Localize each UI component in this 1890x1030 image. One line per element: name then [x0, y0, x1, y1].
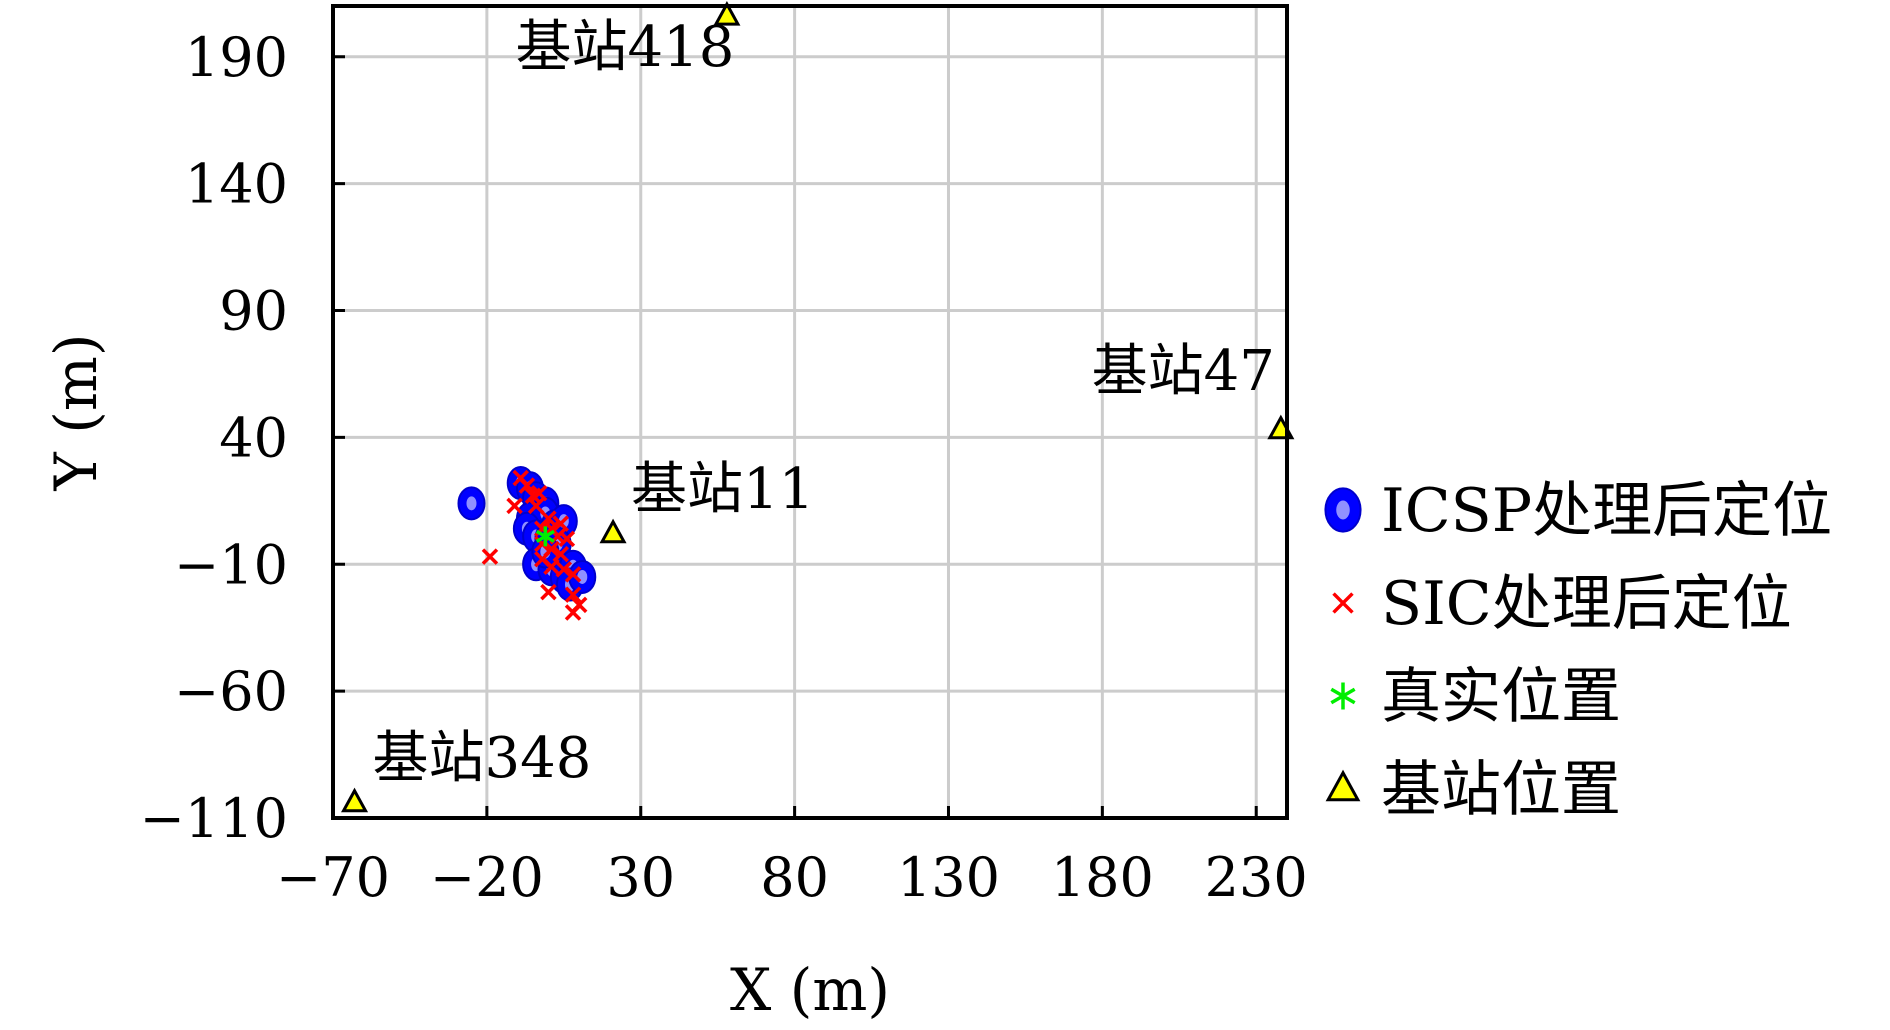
point-x: [540, 583, 557, 601]
point-x-stroke-b: [518, 477, 536, 494]
point-x: [518, 477, 536, 494]
y-tick-label: −60: [174, 660, 288, 723]
base-station-label: 基站11: [631, 457, 814, 522]
x-tick-label: 130: [897, 846, 1000, 909]
point-x: [564, 566, 582, 583]
point-x: [481, 548, 499, 565]
point-x-stroke-b: [530, 484, 548, 502]
point-x: [527, 497, 545, 515]
x-tick-label: 30: [606, 846, 675, 909]
point-x-stroke-b: [540, 583, 557, 601]
point-ellipse: [457, 486, 486, 521]
point-x-stroke-b: [555, 561, 573, 578]
base-station-label: 基站348: [373, 726, 592, 791]
plot-frame: [331, 4, 1289, 820]
point-x-stroke-b: [564, 566, 582, 583]
point-x-stroke-b: [552, 515, 569, 532]
point-x: [552, 515, 569, 532]
point-x: [552, 545, 569, 563]
point-x: [530, 484, 548, 502]
y-tick-label: 190: [185, 26, 288, 89]
x-tick-label: −20: [430, 846, 544, 909]
point-asterisk: [535, 526, 555, 547]
y-tick-label: 140: [185, 153, 288, 216]
y-tick-label: −110: [140, 787, 288, 850]
point-x-stroke-b: [481, 548, 499, 565]
legend-marker-x: [1332, 592, 1354, 614]
point-asterisk-spoke: [535, 529, 555, 543]
point-x: [564, 586, 582, 603]
legend-label: SIC处理后定位: [1381, 569, 1792, 639]
point-x-stroke-b: [506, 497, 523, 515]
legend-marker-x-stroke-b: [1332, 592, 1354, 614]
y-tick-label: 40: [219, 406, 288, 469]
point-x-stroke-b: [534, 550, 551, 568]
legend-label: 真实位置: [1381, 662, 1621, 732]
point-x-stroke-b: [552, 545, 569, 563]
point-x: [506, 497, 523, 515]
x-tick-label: 80: [760, 846, 829, 909]
point-triangle: [599, 518, 627, 544]
point-x-stroke-b: [543, 558, 560, 576]
point-x: [555, 561, 573, 578]
annotation-layer: 基站348 基站11 基站418 基站47: [373, 15, 1275, 791]
x-tick-label: 230: [1205, 846, 1308, 909]
legend-label: 基站位置: [1381, 755, 1621, 825]
tick-layer: −70 −20 30 80 130 180 230 −110 −60 −10 40 90 140 190: [140, 26, 1308, 909]
point-x: [543, 558, 560, 576]
point-x-stroke-b: [564, 586, 582, 603]
y-axis-title: Y (m): [42, 334, 110, 492]
point-x: [558, 530, 576, 548]
grid: [331, 6, 1287, 820]
point-x-stroke-b: [558, 530, 576, 548]
y-tick-label: −10: [174, 533, 288, 596]
legend-marker-asterisk: [1330, 682, 1356, 710]
base-station-label: 基站47: [1092, 339, 1275, 404]
y-tick-label: 90: [219, 280, 288, 343]
legend-marker-ellipse: [1324, 487, 1362, 533]
base-station-label: 基站418: [515, 15, 734, 80]
point-x-stroke-b: [527, 497, 545, 515]
x-axis-title: X (m): [730, 956, 890, 1024]
legend-marker-asterisk-spoke: [1330, 687, 1356, 705]
legend-marker-triangle: [1325, 769, 1361, 802]
legend-marker-ellipse-highlight: [1336, 500, 1350, 520]
data-layer: [341, 1, 1295, 813]
point-triangle: [713, 1, 741, 26]
x-tick-label: −70: [276, 846, 390, 909]
point-x: [570, 596, 588, 614]
x-tick-label: 180: [1051, 846, 1154, 909]
legend-label: ICSP处理后定位: [1381, 476, 1832, 546]
point-ellipse-highlight: [466, 496, 477, 511]
point-triangle: [341, 787, 369, 813]
point-x-stroke-b: [570, 596, 588, 614]
